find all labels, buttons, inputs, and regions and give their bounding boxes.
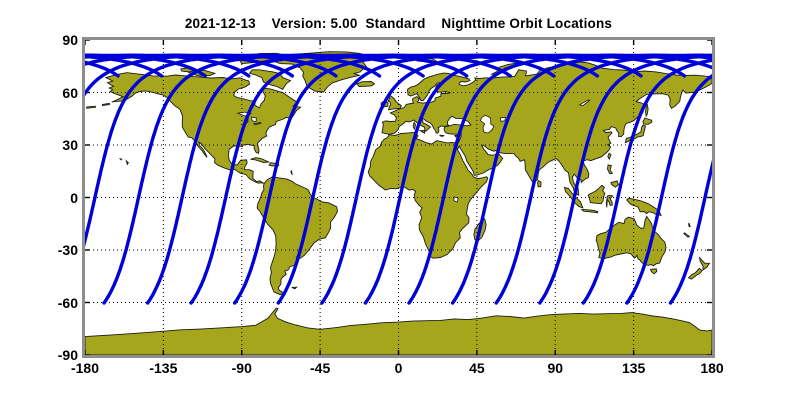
y-tick-label: 60 [62,84,78,101]
orbit-tracks-layer [85,53,712,305]
lake-huron [250,116,257,123]
plot-title: 2021-12-13 Version: 5.00 Standard Nightt… [184,16,613,31]
new-zealand-north [698,256,711,271]
x-tick-label: -90 [231,360,252,376]
x-tick-label: -135 [149,360,178,376]
sri-lanka [537,180,542,188]
africa [367,131,489,259]
caspian-sea [479,114,495,134]
y-tick-label: 30 [62,137,78,153]
new-guinea [626,197,662,216]
y-tick-label: 90 [62,32,78,48]
iceland [355,81,376,87]
north-america [104,72,302,184]
orbit-track [538,54,712,305]
taiwan [607,152,612,161]
japan-honshu [624,124,647,144]
lesser-antilles [290,170,293,176]
vanuatu [687,222,691,228]
orbit-track [625,73,712,305]
hawaii-big-island [125,159,129,166]
axis-tick-marks [85,40,712,355]
new-caledonia [683,232,691,238]
new-zealand-south [687,267,703,280]
x-tick-label: -45 [310,360,331,376]
orbit-track [668,159,712,305]
orbit-track [581,58,712,305]
x-tick-label: 0 [394,360,403,376]
great-britain [387,94,402,111]
cuba [250,157,271,163]
aral-sea [499,116,507,122]
tasmania [649,268,658,275]
plot-frame [82,37,715,358]
lake-erie [253,122,262,126]
x-tick-label: -180 [70,360,100,376]
java [580,208,599,214]
crete [439,134,445,137]
x-tick-label: 135 [621,360,646,376]
world-map-svg [85,40,712,355]
lake-victoria [453,196,459,203]
lake-baikal [578,99,591,107]
y-tick-label: -30 [57,242,78,258]
sardinia-corsica [412,121,417,131]
x-tick-label: 90 [547,360,564,376]
falklands [291,286,298,290]
orbit-track [494,53,712,305]
sulawesi [605,194,614,208]
y-tick-label: -60 [57,294,78,311]
hawaii-kauai [118,157,123,161]
antarctica [85,307,712,355]
luzon [607,164,614,175]
borneo [587,184,606,205]
x-tick-label: 180 [700,360,724,376]
sicily [418,130,426,135]
y-tick-label: 0 [70,189,78,206]
y-tick-label: -90 [57,347,78,363]
aleutians-east [101,102,110,107]
mindanao [610,180,620,188]
japan-hokkaido [642,117,653,125]
aleutians-west [86,105,96,109]
x-tick-label: 45 [469,360,485,376]
